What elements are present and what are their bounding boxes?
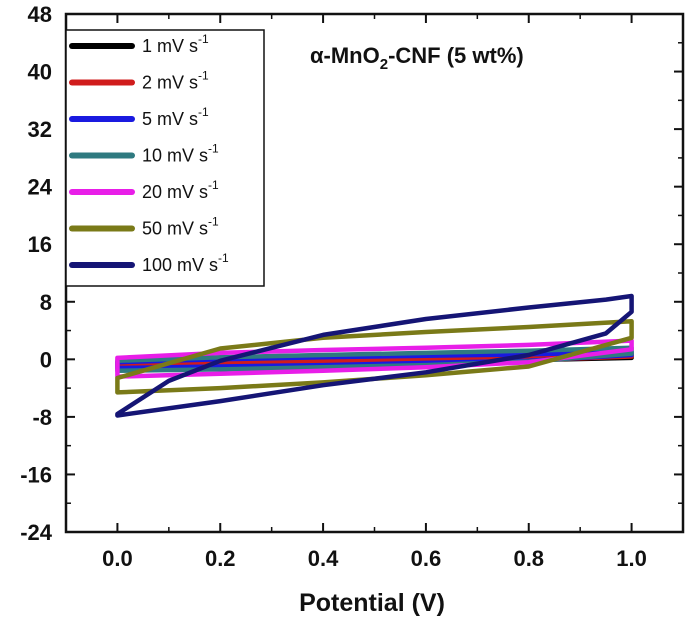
y-tick-label: 0 xyxy=(40,347,52,372)
y-tick-label: -16 xyxy=(20,462,52,487)
y-tick-label: -24 xyxy=(20,520,53,545)
cv-curves xyxy=(115,293,634,418)
x-tick-labels: 0.0 0.2 0.4 0.6 0.8 1.0 xyxy=(102,546,647,571)
x-axis-title: Potential (V) xyxy=(299,589,445,617)
y-tick-label: 16 xyxy=(28,232,52,257)
y-tick-labels: -24 -16 -8 0 8 16 24 32 40 48 xyxy=(20,2,53,545)
legend-label: 5 mV s-1 xyxy=(142,105,209,129)
x-tick-label: 1.0 xyxy=(616,546,647,571)
y-tick-label: 32 xyxy=(28,117,52,142)
y-tick-label: 24 xyxy=(28,175,53,200)
legend-label: 10 mV s-1 xyxy=(142,142,219,166)
legend-label: 50 mV s-1 xyxy=(142,215,219,239)
chart-title-subscript: 2 xyxy=(380,56,388,73)
legend-label: 2 mV s-1 xyxy=(142,69,209,93)
chart-title-rest: -CNF (5 wt%) xyxy=(388,43,524,68)
cv-curve-6 xyxy=(115,318,634,395)
chart-title-main: α-MnO xyxy=(310,43,380,68)
y-tick-label: 48 xyxy=(28,2,52,27)
axis-ticks xyxy=(66,13,684,533)
legend-label: 20 mV s-1 xyxy=(142,178,219,202)
x-tick-label: 0.6 xyxy=(411,546,442,571)
chart-title: α-MnO2-CNF (5 wt%) xyxy=(310,43,524,73)
legend-label: 1 mV s-1 xyxy=(142,32,209,56)
cv-curve-5 xyxy=(115,338,634,379)
legend-label: 100 mV s-1 xyxy=(142,251,229,275)
cv-curve-4 xyxy=(115,345,634,374)
x-tick-label: 0.4 xyxy=(308,546,339,571)
x-tick-label: 0.0 xyxy=(102,546,133,571)
y-tick-label: 8 xyxy=(40,290,52,315)
cv-curve-7 xyxy=(115,293,634,418)
legend: 1 mV s-1 2 mV s-1 5 mV s-1 10 mV s-1 20 mV s… xyxy=(65,29,265,287)
y-tick-label: -8 xyxy=(32,405,52,430)
x-tick-label: 0.2 xyxy=(205,546,236,571)
x-tick-label: 0.8 xyxy=(513,546,544,571)
y-tick-label: 40 xyxy=(28,60,52,85)
